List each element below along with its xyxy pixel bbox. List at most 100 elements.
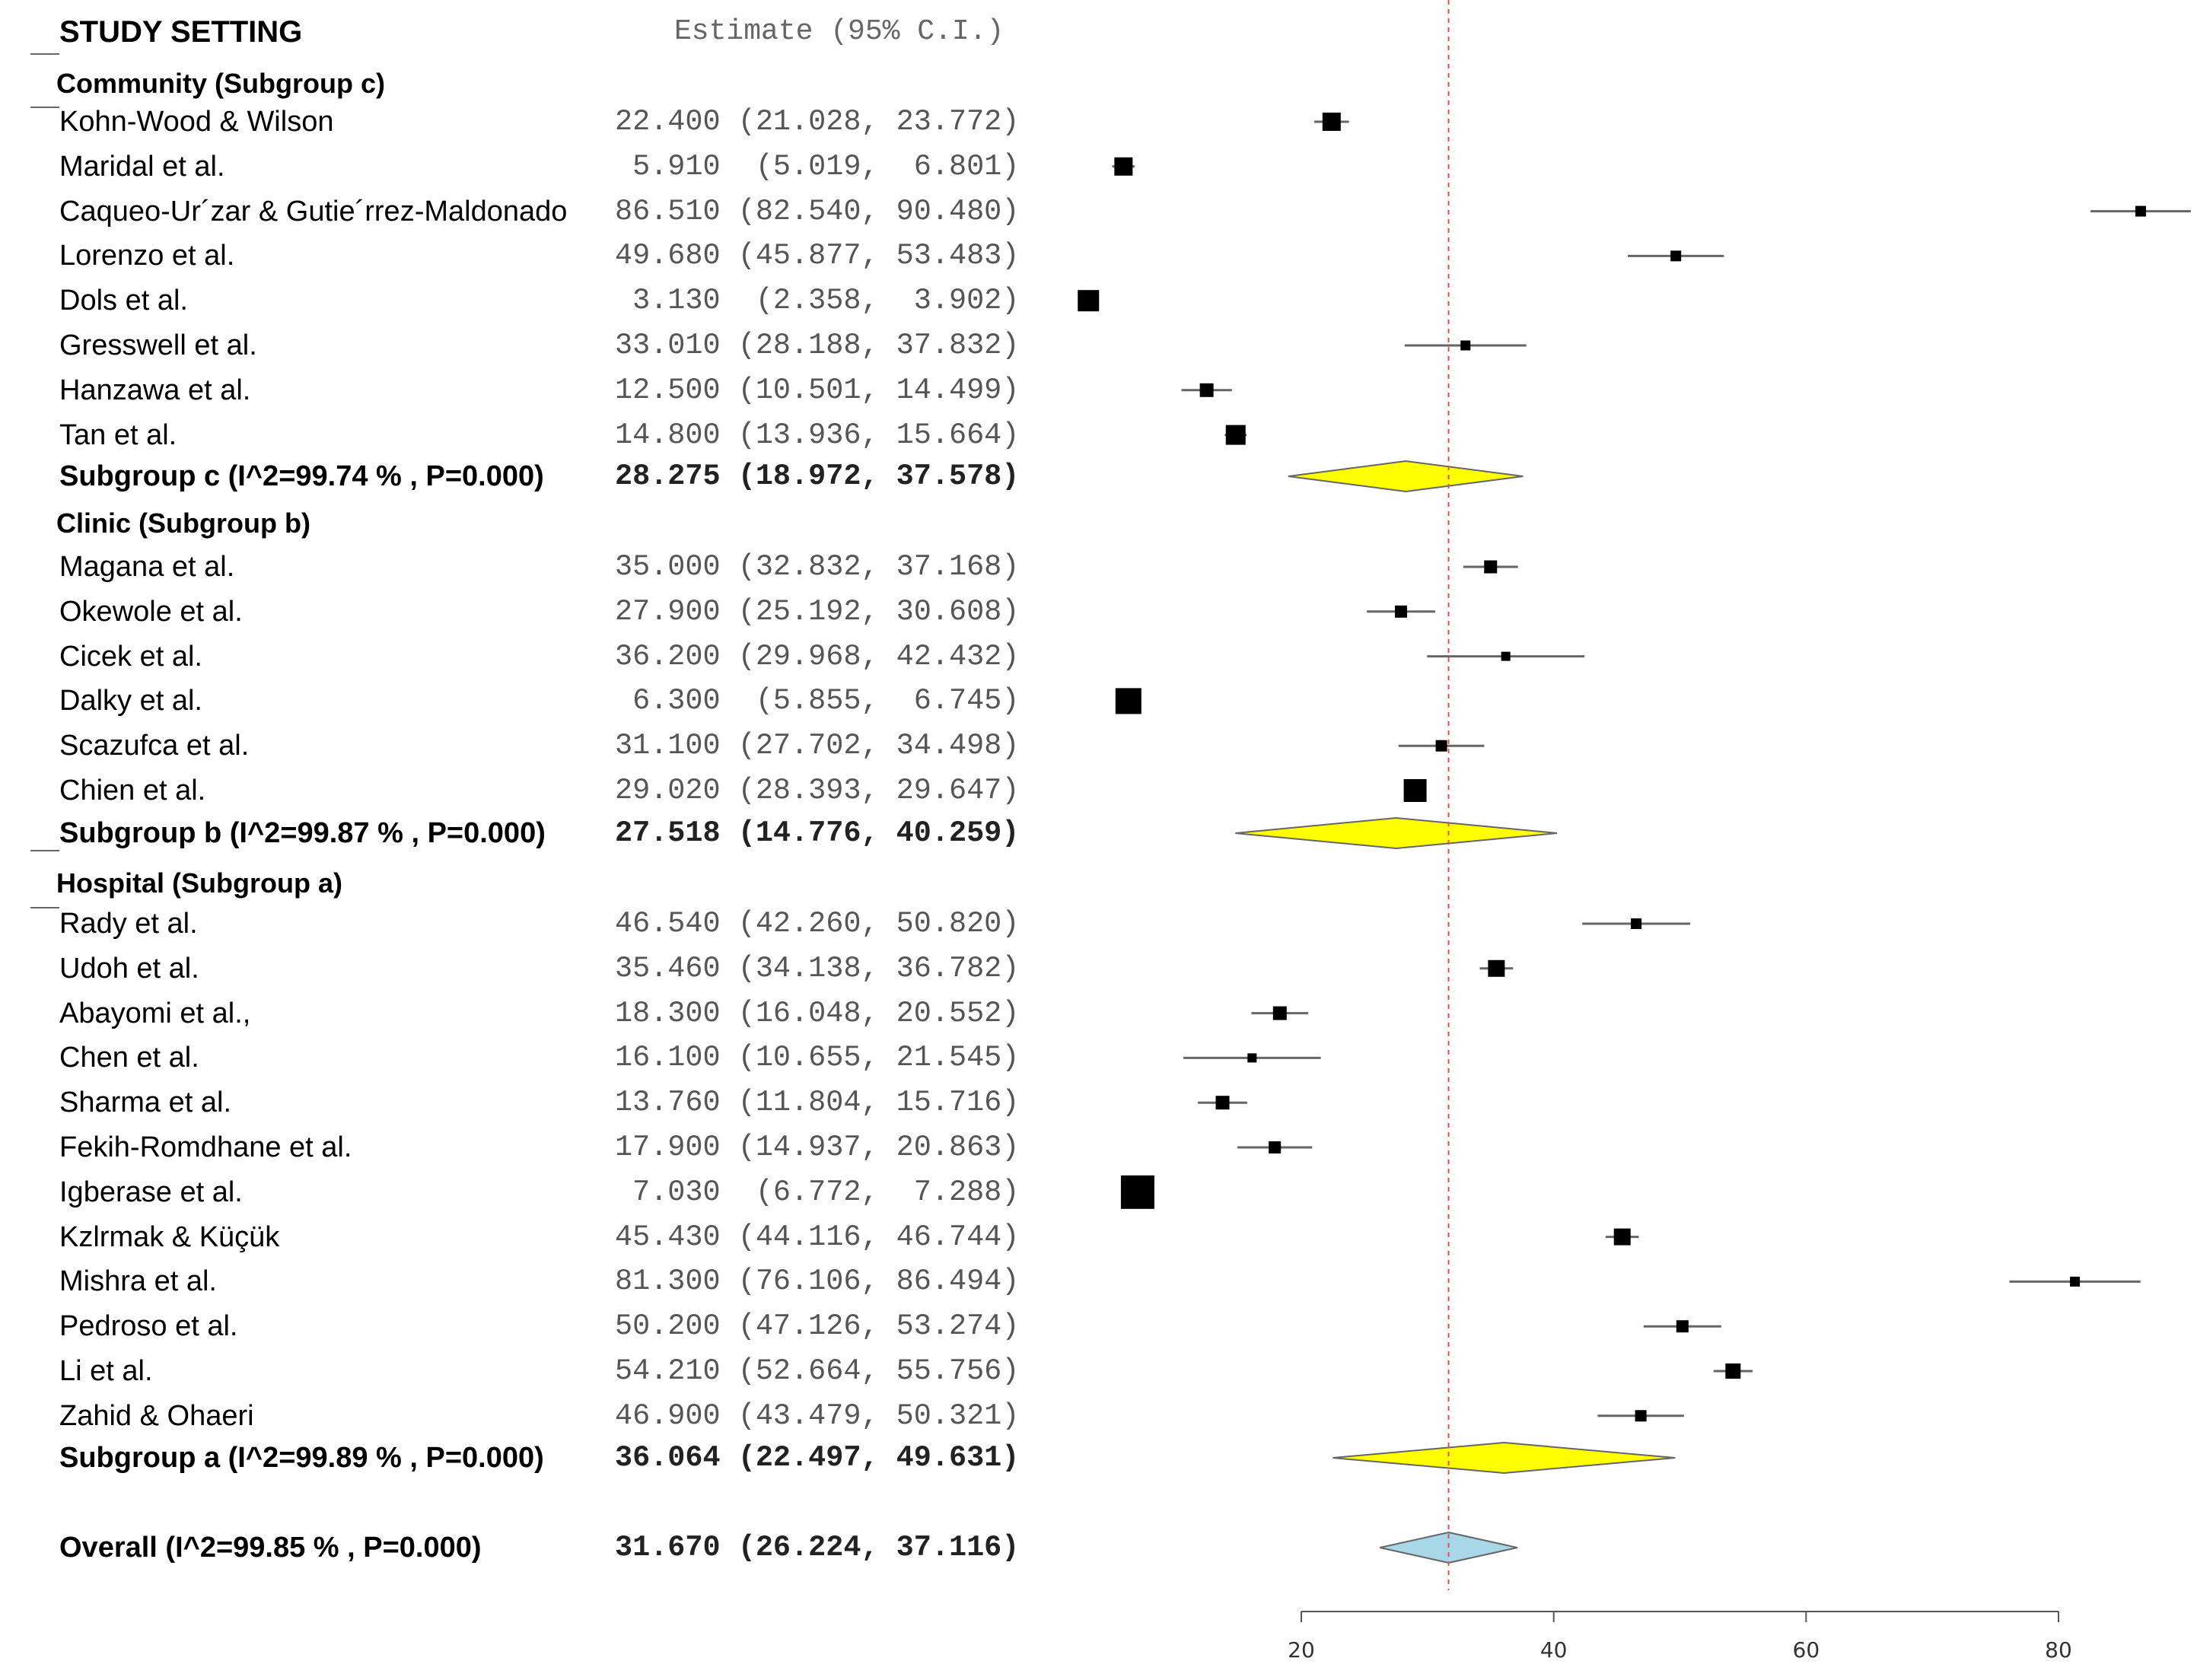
- x-tick-label: 20: [1288, 1637, 1315, 1662]
- subgroup-diamond: [1333, 1441, 1676, 1475]
- x-tick-label: 80: [2045, 1637, 2072, 1662]
- study-label: Kzlrmak & Küçük: [59, 1220, 280, 1253]
- study-estimate: 31.100 (27.702, 34.498): [615, 729, 1020, 763]
- study-box: [1670, 250, 1682, 262]
- overall-estimate: 31.670 (26.224, 37.116): [615, 1531, 1020, 1564]
- study-estimate: 3.130 (2.358, 3.902): [615, 284, 1020, 318]
- study-label: Scazufca et al.: [59, 730, 250, 762]
- x-tick-label: 40: [1540, 1637, 1568, 1662]
- study-label: Kohn-Wood & Wilson: [59, 106, 334, 138]
- study-estimate: 17.900 (14.937, 20.863): [615, 1131, 1020, 1164]
- study-estimate: 14.800 (13.936, 15.664): [615, 418, 1020, 452]
- study-estimate: 7.030 (6.772, 7.288): [615, 1175, 1020, 1209]
- study-label: Chen et al.: [59, 1042, 199, 1074]
- study-estimate: 22.400 (21.028, 23.772): [615, 105, 1020, 138]
- study-estimate: 6.300 (5.855, 6.745): [615, 684, 1020, 718]
- study-label: Cicek et al.: [59, 640, 202, 673]
- study-box: [1435, 740, 1447, 752]
- study-label: Rady et al.: [59, 908, 198, 940]
- subgroup-diamond: [1288, 460, 1524, 493]
- study-label: Dalky et al.: [59, 685, 202, 718]
- study-label: Caqueo-Ur´zar & Gutie´rrez-Maldonado: [59, 195, 568, 228]
- study-box: [1199, 383, 1214, 397]
- study-box: [1725, 1363, 1741, 1379]
- estimate-column-header: Estimate (95% C.I.): [674, 15, 1005, 48]
- study-estimate: 29.020 (28.393, 29.647): [615, 774, 1020, 807]
- overall-label: Overall (I^2=99.85 % , P=0.000): [59, 1532, 482, 1564]
- study-estimate: 36.200 (29.968, 42.432): [615, 639, 1020, 673]
- study-label: Chien et al.: [59, 775, 206, 807]
- study-label: Mishra et al.: [59, 1265, 217, 1298]
- study-box: [1676, 1320, 1689, 1333]
- subgroup-summary-label: Subgroup a (I^2=99.89 % , P=0.000): [59, 1442, 544, 1474]
- row-separator: [30, 107, 59, 108]
- study-label: Lorenzo et al.: [59, 240, 235, 272]
- study-box: [1613, 1228, 1631, 1246]
- study-box: [1395, 605, 1408, 618]
- study-box: [1322, 113, 1341, 131]
- study-column-header: STUDY SETTING: [59, 15, 303, 49]
- study-box: [1120, 1175, 1154, 1209]
- study-estimate: 81.300 (76.106, 86.494): [615, 1265, 1020, 1299]
- study-label: Dols et al.: [59, 285, 188, 317]
- study-label: Tan et al.: [59, 418, 177, 451]
- study-estimate: 27.900 (25.192, 30.608): [615, 594, 1020, 628]
- subgroup-summary-label: Subgroup b (I^2=99.87 % , P=0.000): [59, 817, 546, 849]
- x-tick-label: 60: [1793, 1637, 1820, 1662]
- study-label: Zahid & Ohaeri: [59, 1399, 254, 1432]
- study-estimate: 35.460 (34.138, 36.782): [615, 951, 1020, 985]
- subgroup-diamond: [1235, 816, 1558, 850]
- study-estimate: 49.680 (45.877, 53.483): [615, 239, 1020, 273]
- study-box: [1403, 779, 1427, 802]
- study-label: Sharma et al.: [59, 1087, 231, 1119]
- study-label: Maridal et al.: [59, 150, 225, 183]
- study-box: [1078, 290, 1100, 312]
- study-box: [2070, 1276, 2081, 1287]
- row-separator: [30, 850, 59, 851]
- study-label: Igberase et al.: [59, 1176, 243, 1208]
- study-box: [1460, 340, 1471, 351]
- study-label: Udoh et al.: [59, 952, 199, 985]
- study-box: [1114, 157, 1133, 176]
- study-estimate: 35.000 (32.832, 37.168): [615, 550, 1020, 584]
- study-estimate: 18.300 (16.048, 20.552): [615, 996, 1020, 1030]
- study-estimate: 45.430 (44.116, 46.744): [615, 1220, 1020, 1254]
- study-estimate: 12.500 (10.501, 14.499): [615, 373, 1020, 407]
- study-estimate: 33.010 (28.188, 37.832): [615, 329, 1020, 362]
- row-separator: [30, 53, 59, 55]
- study-box: [1484, 560, 1498, 574]
- study-label: Pedroso et al.: [59, 1310, 238, 1343]
- study-box: [1225, 425, 1246, 445]
- study-estimate: 46.540 (42.260, 50.820): [615, 907, 1020, 940]
- study-label: Gresswell et al.: [59, 329, 257, 361]
- subgroup-summary-estimate: 28.275 (18.972, 37.578): [615, 460, 1020, 493]
- study-estimate: 5.910 (5.019, 6.801): [615, 149, 1020, 183]
- row-separator: [30, 907, 59, 908]
- group-title: Community (Subgroup c): [56, 68, 385, 99]
- study-estimate: 46.900 (43.479, 50.321): [615, 1398, 1020, 1433]
- study-box: [1631, 918, 1642, 929]
- subgroup-summary-estimate: 36.064 (22.497, 49.631): [615, 1441, 1020, 1475]
- subgroup-summary-estimate: 27.518 (14.776, 40.259): [615, 816, 1020, 850]
- study-estimate: 86.510 (82.540, 90.480): [615, 194, 1020, 228]
- study-label: Abayomi et al.,: [59, 997, 251, 1029]
- subgroup-summary-label: Subgroup c (I^2=99.74 % , P=0.000): [59, 460, 544, 492]
- study-label: Magana et al.: [59, 551, 235, 583]
- group-title: Hospital (Subgroup a): [56, 867, 342, 899]
- study-box: [1635, 1410, 1647, 1422]
- study-box: [2135, 205, 2146, 217]
- study-box: [1488, 959, 1505, 977]
- study-label: Li et al.: [59, 1355, 153, 1387]
- study-estimate: 13.760 (11.804, 15.716): [615, 1086, 1020, 1120]
- study-label: Hanzawa et al.: [59, 374, 251, 406]
- study-estimate: 16.100 (10.655, 21.545): [615, 1041, 1020, 1075]
- study-box: [1269, 1141, 1282, 1153]
- study-box: [1115, 688, 1141, 714]
- study-box: [1272, 1006, 1287, 1020]
- study-estimate: 50.200 (47.126, 53.274): [615, 1309, 1020, 1344]
- study-box: [1215, 1096, 1230, 1110]
- group-title: Clinic (Subgroup b): [56, 508, 310, 539]
- study-label: Okewole et al.: [59, 595, 243, 628]
